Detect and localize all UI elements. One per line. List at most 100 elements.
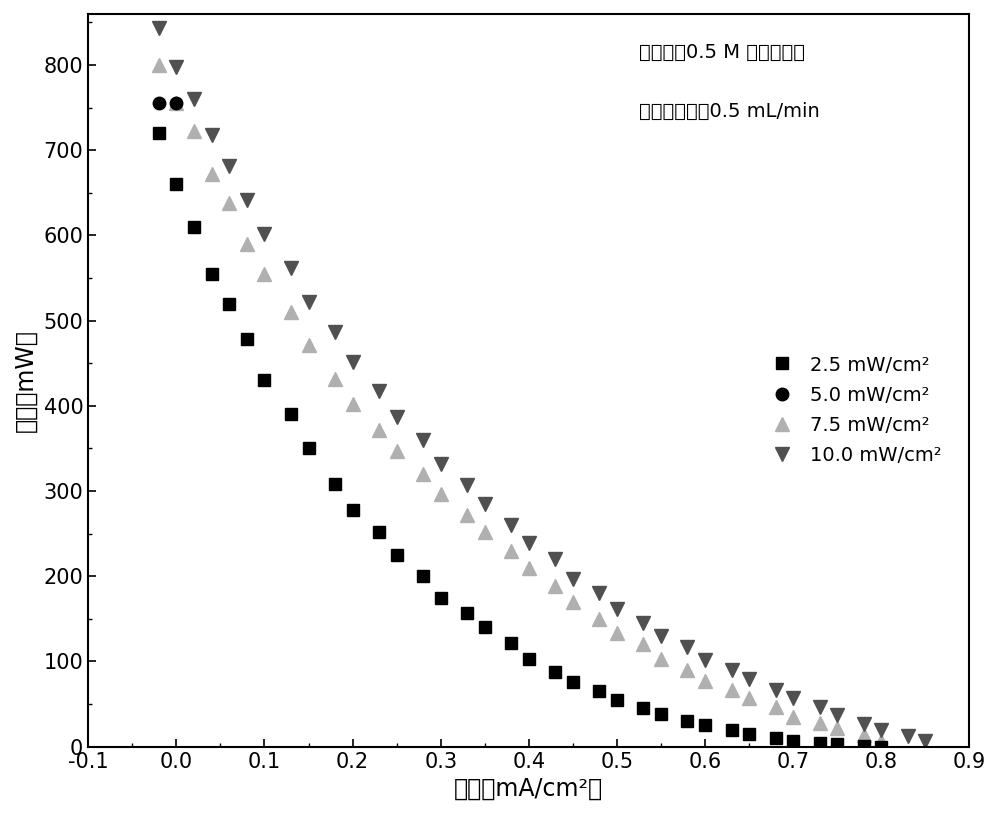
10.0 mW/cm² bbox=[391, 412, 403, 422]
7.5 mW/cm² bbox=[858, 730, 870, 740]
7.5 mW/cm² bbox=[787, 712, 799, 722]
7.5 mW/cm² bbox=[188, 126, 200, 136]
X-axis label: 电流（mA/cm²）: 电流（mA/cm²） bbox=[454, 778, 603, 801]
7.5 mW/cm² bbox=[875, 736, 887, 746]
10.0 mW/cm² bbox=[417, 435, 429, 445]
10.0 mW/cm² bbox=[902, 732, 914, 742]
2.5 mW/cm² bbox=[611, 695, 623, 705]
2.5 mW/cm² bbox=[241, 334, 253, 344]
7.5 mW/cm² bbox=[461, 510, 473, 520]
10.0 mW/cm² bbox=[223, 161, 235, 170]
7.5 mW/cm² bbox=[285, 307, 297, 317]
10.0 mW/cm² bbox=[461, 480, 473, 490]
2.5 mW/cm² bbox=[655, 709, 667, 719]
10.0 mW/cm² bbox=[770, 685, 782, 694]
Line: 7.5 mW/cm²: 7.5 mW/cm² bbox=[152, 58, 888, 747]
7.5 mW/cm² bbox=[206, 170, 218, 179]
2.5 mW/cm² bbox=[373, 527, 385, 537]
2.5 mW/cm² bbox=[391, 550, 403, 560]
10.0 mW/cm² bbox=[699, 655, 711, 665]
10.0 mW/cm² bbox=[153, 24, 165, 33]
7.5 mW/cm² bbox=[505, 546, 517, 556]
2.5 mW/cm² bbox=[285, 409, 297, 419]
2.5 mW/cm² bbox=[549, 667, 561, 676]
10.0 mW/cm² bbox=[258, 229, 270, 239]
10.0 mW/cm² bbox=[188, 95, 200, 104]
2.5 mW/cm² bbox=[461, 608, 473, 618]
2.5 mW/cm² bbox=[329, 479, 341, 489]
7.5 mW/cm² bbox=[329, 374, 341, 384]
10.0 mW/cm² bbox=[206, 130, 218, 140]
Line: 10.0 mW/cm²: 10.0 mW/cm² bbox=[152, 21, 932, 747]
7.5 mW/cm² bbox=[549, 582, 561, 592]
10.0 mW/cm² bbox=[611, 604, 623, 614]
7.5 mW/cm² bbox=[567, 597, 579, 606]
2.5 mW/cm² bbox=[303, 443, 315, 453]
10.0 mW/cm² bbox=[241, 195, 253, 205]
10.0 mW/cm² bbox=[655, 631, 667, 641]
7.5 mW/cm² bbox=[681, 665, 693, 675]
7.5 mW/cm² bbox=[611, 628, 623, 638]
7.5 mW/cm² bbox=[770, 703, 782, 712]
7.5 mW/cm² bbox=[170, 99, 182, 108]
7.5 mW/cm² bbox=[726, 685, 738, 695]
7.5 mW/cm² bbox=[417, 469, 429, 479]
7.5 mW/cm² bbox=[831, 723, 843, 733]
10.0 mW/cm² bbox=[567, 574, 579, 584]
10.0 mW/cm² bbox=[814, 702, 826, 711]
10.0 mW/cm² bbox=[743, 674, 755, 684]
5.0 mW/cm² bbox=[170, 99, 182, 108]
2.5 mW/cm² bbox=[258, 376, 270, 385]
2.5 mW/cm² bbox=[170, 179, 182, 189]
7.5 mW/cm² bbox=[223, 198, 235, 208]
10.0 mW/cm² bbox=[479, 499, 491, 509]
Text: 电解液：0.5 M 硫酸水溶液: 电解液：0.5 M 硫酸水溶液 bbox=[639, 43, 805, 62]
7.5 mW/cm² bbox=[743, 694, 755, 703]
2.5 mW/cm² bbox=[417, 571, 429, 581]
10.0 mW/cm² bbox=[787, 694, 799, 703]
10.0 mW/cm² bbox=[831, 711, 843, 720]
Line: 2.5 mW/cm²: 2.5 mW/cm² bbox=[152, 127, 888, 753]
5.0 mW/cm² bbox=[153, 99, 165, 108]
7.5 mW/cm² bbox=[391, 446, 403, 456]
7.5 mW/cm² bbox=[479, 527, 491, 537]
2.5 mW/cm² bbox=[223, 299, 235, 309]
10.0 mW/cm² bbox=[523, 538, 535, 548]
2.5 mW/cm² bbox=[206, 269, 218, 279]
2.5 mW/cm² bbox=[505, 638, 517, 648]
7.5 mW/cm² bbox=[153, 60, 165, 70]
2.5 mW/cm² bbox=[699, 720, 711, 730]
7.5 mW/cm² bbox=[593, 614, 605, 623]
2.5 mW/cm² bbox=[523, 654, 535, 664]
10.0 mW/cm² bbox=[858, 719, 870, 729]
Text: 电解液流量：0.5 mL/min: 电解液流量：0.5 mL/min bbox=[639, 102, 820, 121]
2.5 mW/cm² bbox=[858, 741, 870, 751]
10.0 mW/cm² bbox=[170, 62, 182, 72]
10.0 mW/cm² bbox=[505, 520, 517, 530]
10.0 mW/cm² bbox=[549, 554, 561, 564]
2.5 mW/cm² bbox=[875, 742, 887, 751]
7.5 mW/cm² bbox=[523, 563, 535, 573]
10.0 mW/cm² bbox=[373, 385, 385, 395]
7.5 mW/cm² bbox=[303, 340, 315, 350]
2.5 mW/cm² bbox=[814, 738, 826, 748]
2.5 mW/cm² bbox=[347, 505, 359, 515]
7.5 mW/cm² bbox=[814, 718, 826, 728]
7.5 mW/cm² bbox=[241, 239, 253, 249]
2.5 mW/cm² bbox=[567, 677, 579, 687]
10.0 mW/cm² bbox=[285, 263, 297, 273]
7.5 mW/cm² bbox=[637, 640, 649, 650]
Y-axis label: 电压（mW）: 电压（mW） bbox=[14, 329, 38, 432]
7.5 mW/cm² bbox=[258, 269, 270, 279]
Legend: 2.5 mW/cm², 5.0 mW/cm², 7.5 mW/cm², 10.0 mW/cm²: 2.5 mW/cm², 5.0 mW/cm², 7.5 mW/cm², 10.0… bbox=[761, 346, 951, 475]
10.0 mW/cm² bbox=[303, 297, 315, 306]
10.0 mW/cm² bbox=[637, 619, 649, 628]
7.5 mW/cm² bbox=[435, 489, 447, 499]
2.5 mW/cm² bbox=[726, 725, 738, 734]
2.5 mW/cm² bbox=[681, 716, 693, 726]
7.5 mW/cm² bbox=[373, 425, 385, 434]
10.0 mW/cm² bbox=[919, 736, 931, 746]
10.0 mW/cm² bbox=[593, 588, 605, 598]
10.0 mW/cm² bbox=[435, 459, 447, 469]
7.5 mW/cm² bbox=[699, 676, 711, 686]
